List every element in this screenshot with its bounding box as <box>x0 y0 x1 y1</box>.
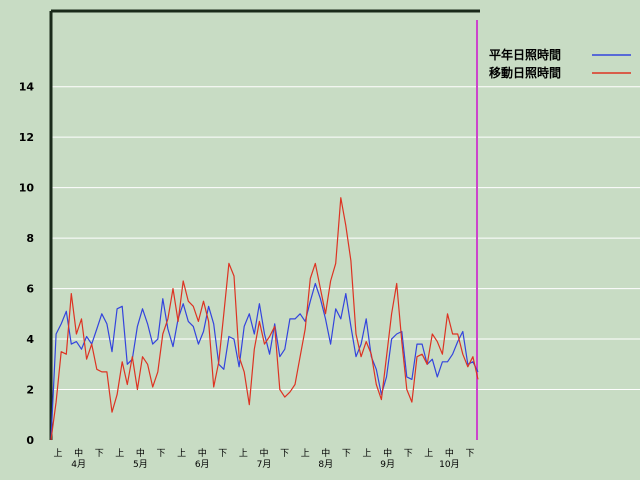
x-period-label: 中 <box>321 447 330 459</box>
series-line-normal <box>50 282 479 441</box>
x-period-label: 上 <box>53 448 62 459</box>
y-tick-label: 4 <box>26 333 34 346</box>
x-month-label: 7月 <box>257 459 272 470</box>
x-period-label: 上 <box>362 448 371 459</box>
x-month-label: 5月 <box>133 459 148 470</box>
x-period-label: 下 <box>95 449 104 459</box>
y-tick-label: 0 <box>26 434 34 447</box>
x-period-label: 中 <box>136 447 145 459</box>
x-period-label: 下 <box>156 449 165 459</box>
legend-label-normal: 平年日照時間 <box>489 47 561 62</box>
x-period-label: 中 <box>445 447 454 459</box>
x-period-label: 下 <box>218 449 227 459</box>
x-period-label: 中 <box>383 447 392 459</box>
x-month-label: 9月 <box>380 459 395 470</box>
y-tick-label: 6 <box>26 283 34 296</box>
x-period-label: 下 <box>280 449 289 459</box>
y-tick-label: 14 <box>19 81 35 94</box>
x-period-label: 中 <box>198 447 207 459</box>
series-line-moving <box>50 197 479 441</box>
x-period-label: 下 <box>465 449 474 459</box>
x-period-label: 上 <box>177 448 186 459</box>
y-tick-label: 8 <box>26 232 34 245</box>
y-tick-label: 12 <box>19 131 34 144</box>
x-period-label: 上 <box>301 448 310 459</box>
legend-label-moving: 移動日照時間 <box>489 65 561 80</box>
y-tick-label: 2 <box>26 384 34 397</box>
x-month-label: 8月 <box>318 459 333 470</box>
x-period-label: 上 <box>115 448 124 459</box>
x-period-label: 下 <box>404 449 413 459</box>
x-period-label: 下 <box>342 449 351 459</box>
x-month-label: 4月 <box>71 459 86 470</box>
x-month-label: 10月 <box>439 459 459 470</box>
x-period-label: 上 <box>239 448 248 459</box>
x-period-label: 中 <box>259 447 268 459</box>
x-period-label: 中 <box>74 447 83 459</box>
x-month-label: 6月 <box>195 459 210 470</box>
x-period-label: 上 <box>424 448 433 459</box>
y-tick-label: 10 <box>19 182 35 195</box>
